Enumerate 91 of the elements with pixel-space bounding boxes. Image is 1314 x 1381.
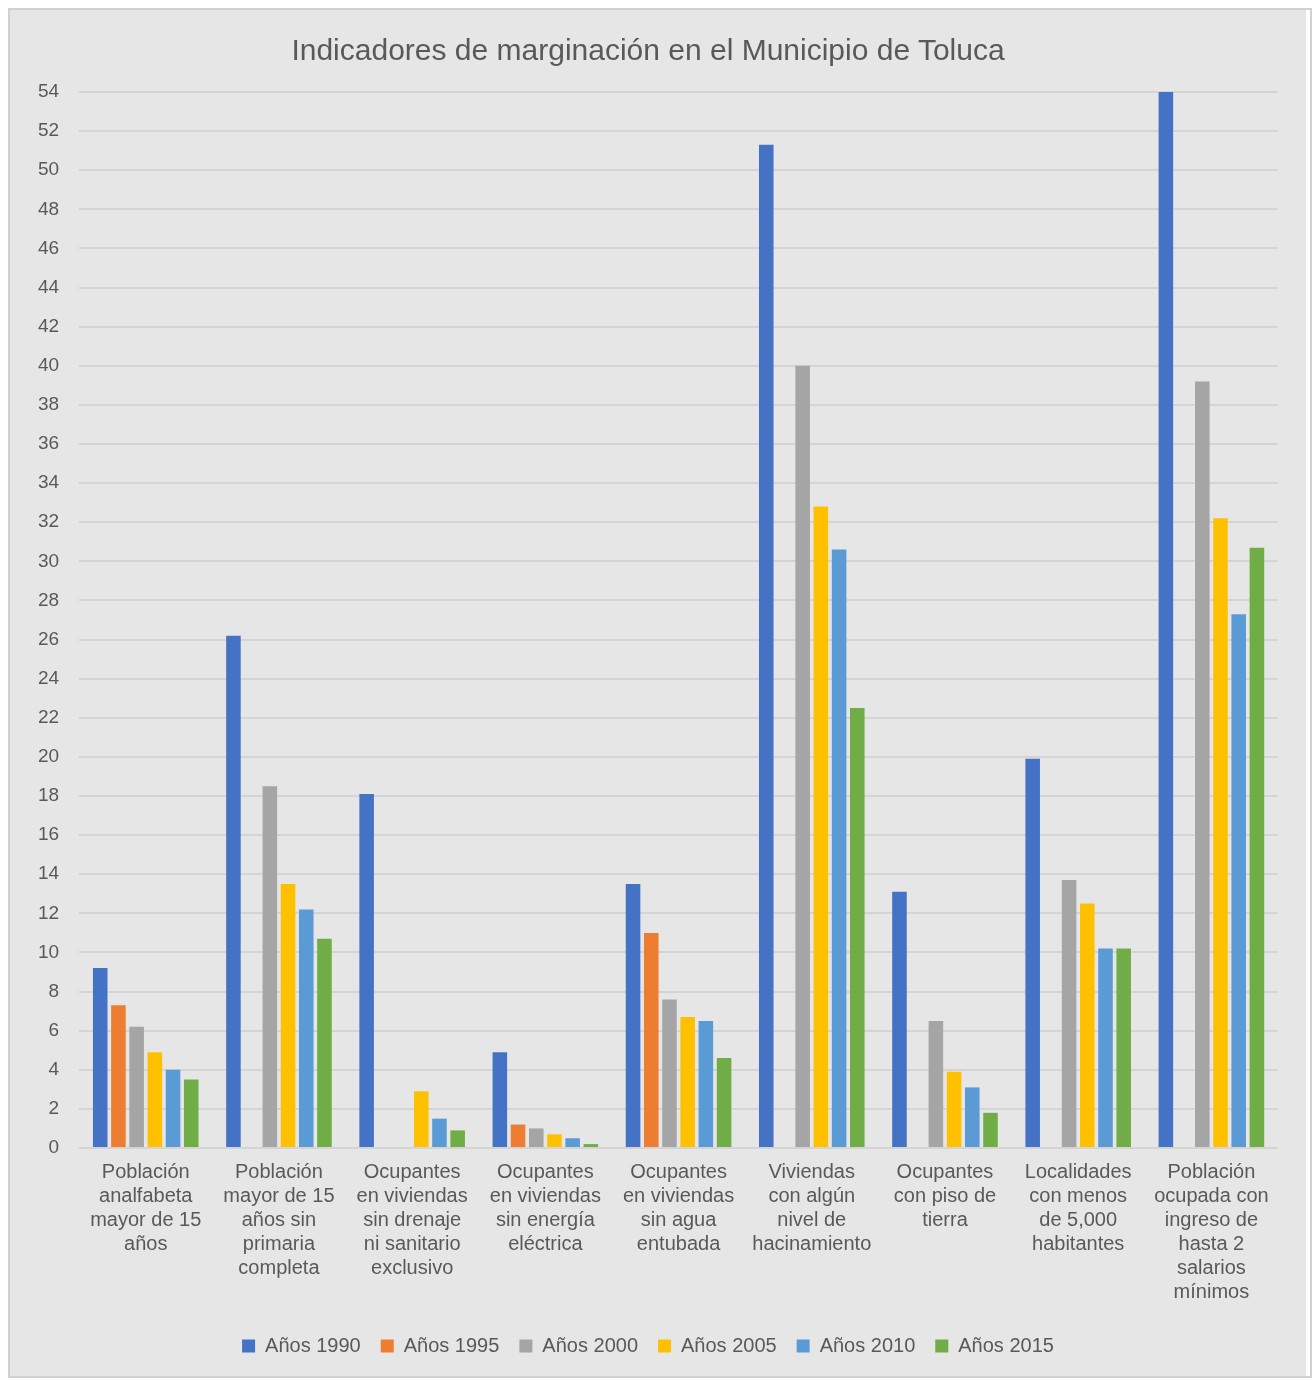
legend-label: Años 1990 <box>265 1333 361 1356</box>
bar <box>1080 903 1095 1147</box>
bar <box>643 932 659 1147</box>
y-tick-label: 18 <box>37 784 60 806</box>
y-tick-label: 42 <box>37 314 60 336</box>
y-tick-label: 50 <box>37 158 60 180</box>
bar <box>716 1058 732 1147</box>
bar <box>111 1005 126 1147</box>
bar <box>183 1079 199 1147</box>
legend-label: Años 2015 <box>958 1333 1054 1356</box>
bar <box>565 1138 580 1147</box>
y-tick-label: 48 <box>37 197 60 219</box>
y-tick-label: 10 <box>37 940 60 962</box>
bar <box>298 909 314 1147</box>
bar <box>946 1071 962 1147</box>
y-tick-label: 28 <box>37 588 60 610</box>
y-tick-label: 38 <box>37 393 60 415</box>
bar <box>795 365 810 1147</box>
y-tick-label: 44 <box>37 275 60 297</box>
bar <box>129 1026 144 1147</box>
bar <box>983 1112 998 1147</box>
bar <box>510 1124 526 1147</box>
y-tick-label: 8 <box>48 979 60 1001</box>
bar <box>1061 880 1077 1147</box>
y-tick-label: 34 <box>37 471 60 493</box>
bar <box>928 1020 944 1147</box>
x-tick-label: Ocupantes con piso de tierra <box>893 1159 997 1230</box>
bar <box>547 1134 562 1147</box>
x-tick-label: Ocupantes en viviendas sin drenaje ni sanitario exclusivo <box>356 1159 468 1278</box>
bar <box>1098 948 1113 1147</box>
bar <box>1213 518 1228 1147</box>
bar <box>413 1091 429 1147</box>
bar <box>528 1128 544 1147</box>
bar <box>226 635 241 1147</box>
x-tick-label: Población mayor de 15 años sin primaria completa <box>223 1159 335 1278</box>
y-tick-label: 24 <box>37 666 60 688</box>
y-tick-label: 36 <box>37 432 60 454</box>
y-tick-label: 32 <box>37 510 60 532</box>
legend-label: Años 2010 <box>819 1333 916 1356</box>
bar <box>662 999 677 1147</box>
bar <box>92 968 108 1147</box>
bar <box>965 1087 980 1147</box>
y-tick-label: 2 <box>48 1097 60 1119</box>
bar <box>317 938 332 1147</box>
y-tick-label: 40 <box>37 354 60 376</box>
bar <box>280 884 296 1147</box>
bar <box>432 1118 447 1147</box>
y-tick-label: 14 <box>37 862 60 884</box>
bar <box>1231 614 1246 1147</box>
bar <box>1025 758 1040 1147</box>
bar <box>359 794 374 1147</box>
y-tick-label: 6 <box>48 1018 60 1040</box>
bar <box>698 1020 714 1147</box>
y-tick-label: 16 <box>37 823 60 845</box>
x-tick-label: Población ocupada con ingreso de hasta 2 salarios mínimos <box>1154 1159 1269 1302</box>
bar <box>850 708 865 1147</box>
bar <box>892 891 907 1147</box>
y-tick-label: 30 <box>37 549 60 571</box>
bar <box>1195 381 1210 1147</box>
x-tick-label: Localidades con menos de 5,000 habitantes <box>1024 1159 1132 1254</box>
bar <box>492 1052 508 1147</box>
y-tick-label: 52 <box>37 119 60 141</box>
x-tick-label: Población analfabeta mayor de 15 años <box>90 1159 202 1254</box>
bar <box>1249 547 1265 1147</box>
x-tick-label: Ocupantes en viviendas sin agua entubada <box>622 1159 735 1254</box>
bar <box>625 884 641 1147</box>
bar <box>450 1130 465 1147</box>
bar <box>758 144 774 1147</box>
y-tick-label: 46 <box>37 236 60 258</box>
legend-label: Años 2005 <box>681 1333 777 1356</box>
y-tick-label: 12 <box>37 901 60 923</box>
bar <box>147 1052 163 1147</box>
y-tick-label: 0 <box>48 1136 60 1158</box>
bar <box>583 1144 599 1147</box>
bar <box>165 1069 181 1147</box>
y-tick-label: 22 <box>37 706 60 728</box>
y-tick-label: 4 <box>48 1058 60 1080</box>
bar <box>262 786 278 1147</box>
chart-title: Indicadores de marginación en el Municipio de Toluca <box>291 33 1005 67</box>
bar <box>1158 92 1174 1147</box>
y-tick-label: 26 <box>37 627 60 649</box>
bar <box>831 549 847 1147</box>
legend-label: Años 2000 <box>542 1333 639 1356</box>
legend-label: Años 1995 <box>403 1333 500 1356</box>
x-tick-label: Viviendas con algún nivel de hacinamiento <box>752 1159 872 1254</box>
bar <box>813 506 829 1147</box>
bar <box>1116 948 1131 1147</box>
x-tick-label: Ocupantes en viviendas sin energía eléctrica <box>489 1159 601 1254</box>
y-tick-label: 20 <box>37 745 60 767</box>
bar <box>680 1016 695 1147</box>
y-tick-label: 54 <box>37 80 60 102</box>
